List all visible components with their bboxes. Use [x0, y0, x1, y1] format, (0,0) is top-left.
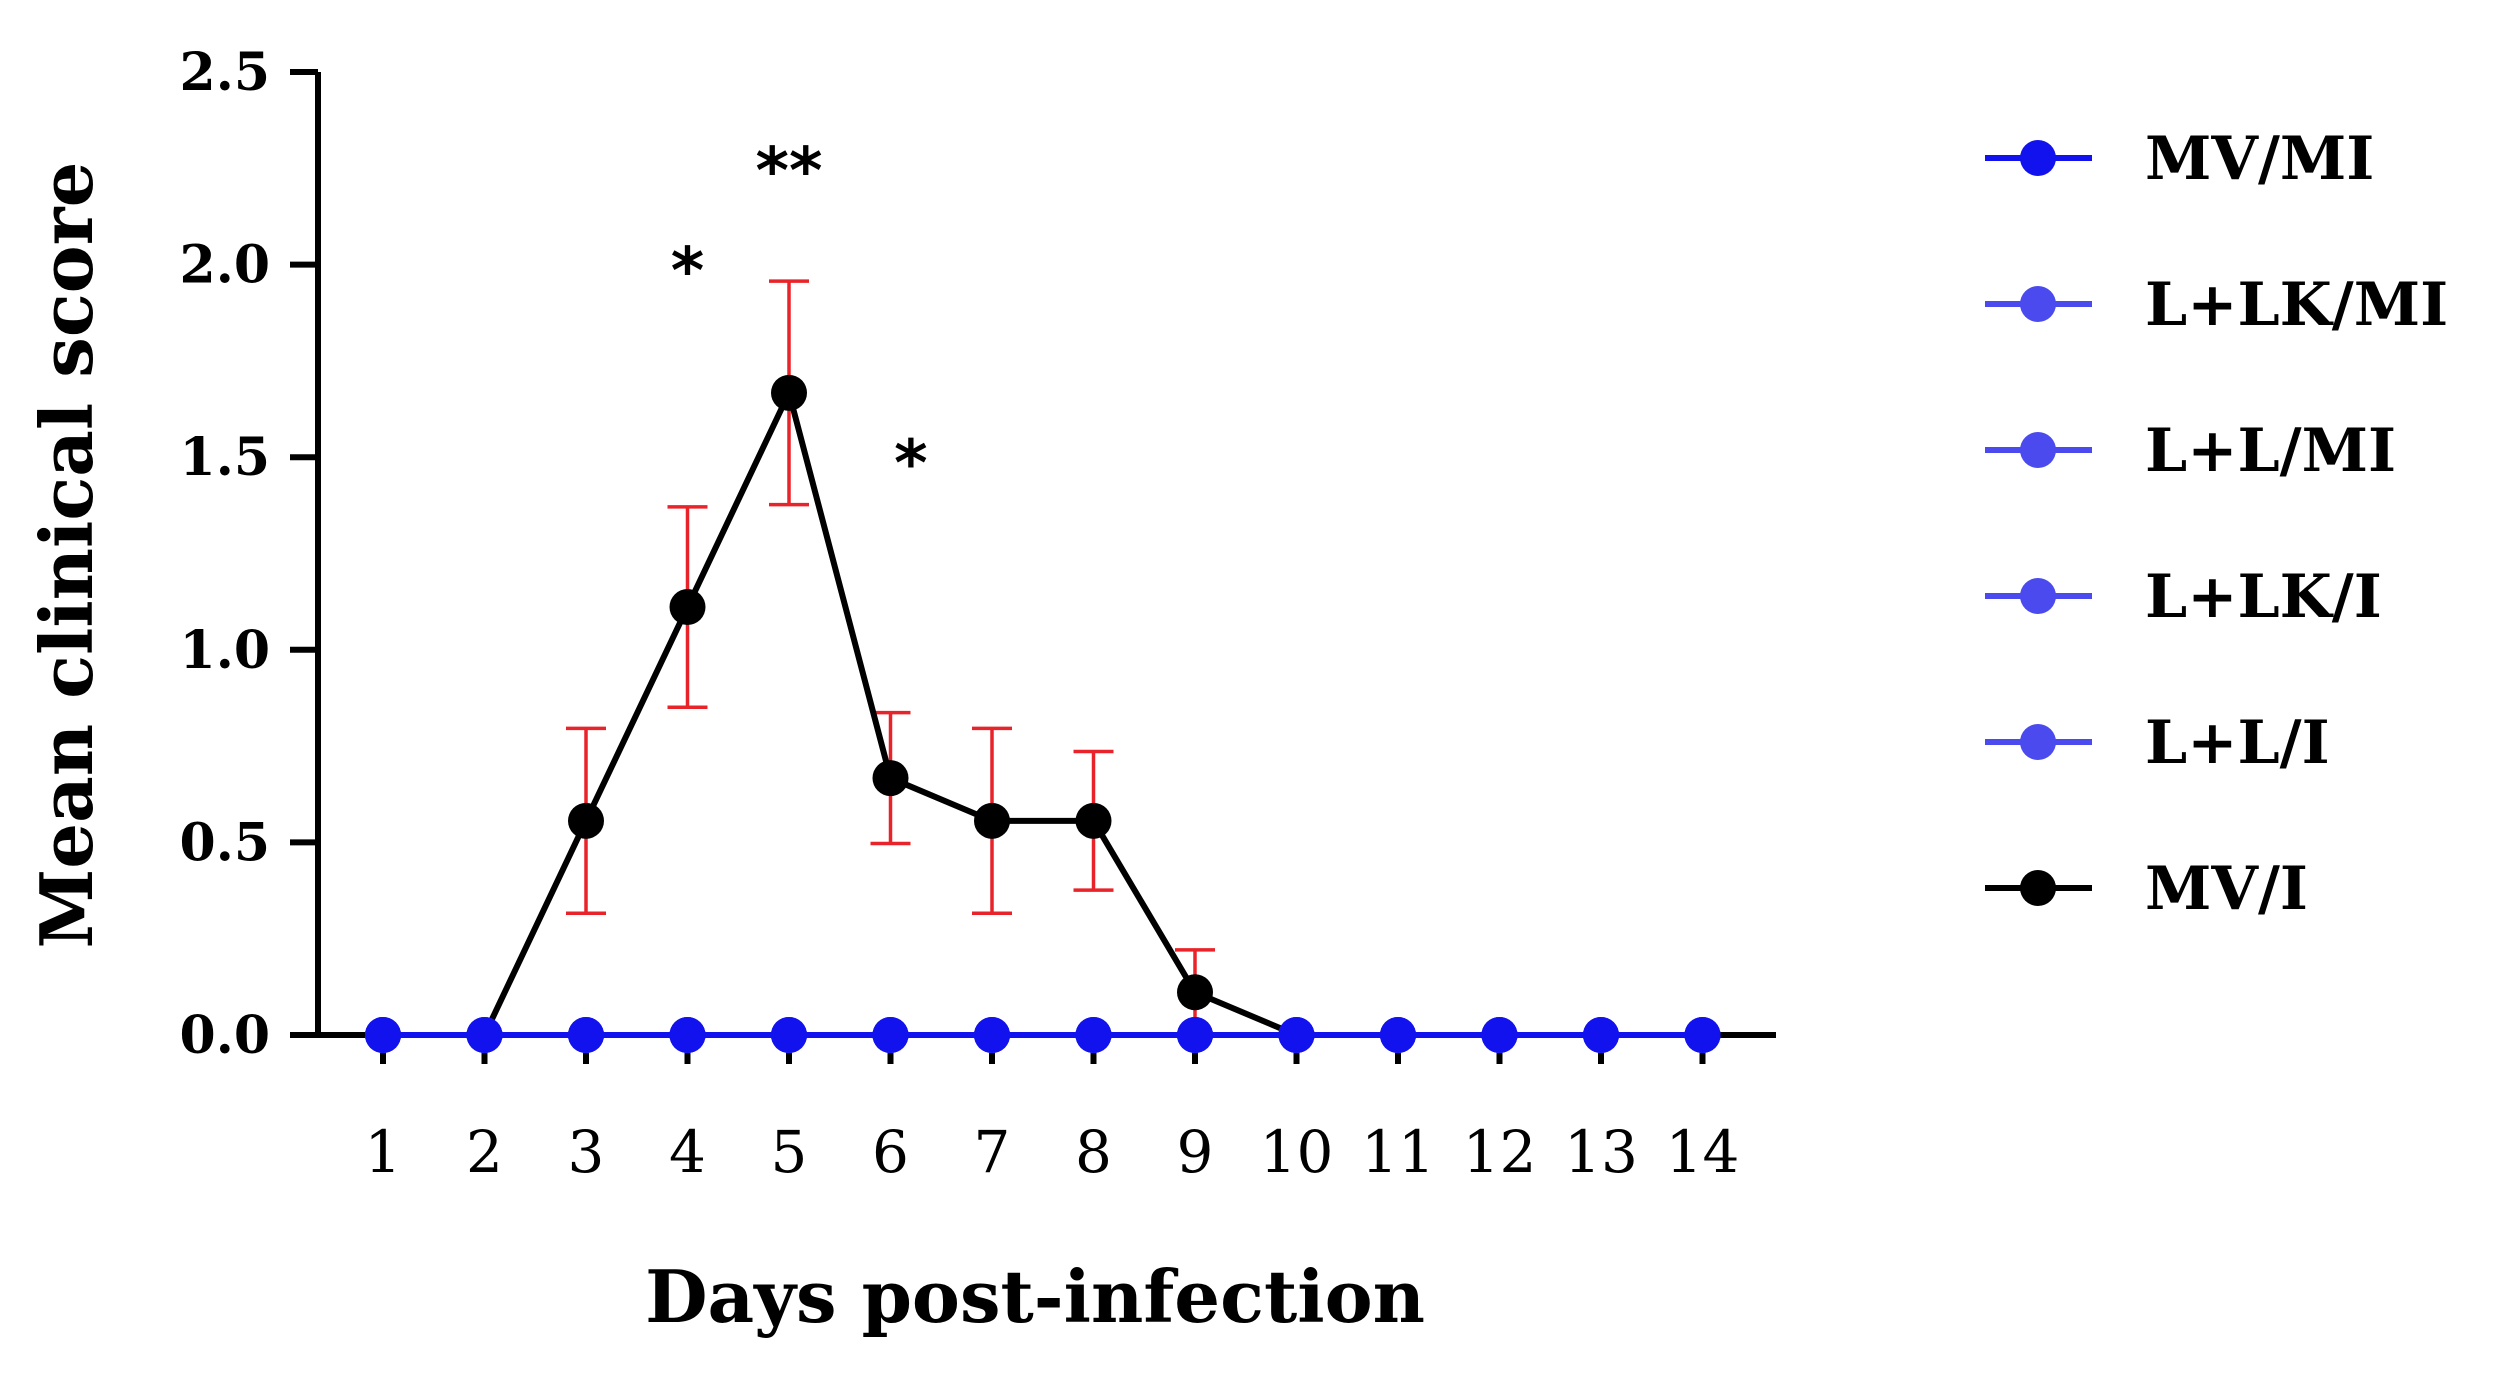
- significance-annotations: ****: [671, 135, 928, 502]
- x-tick-label: 11: [1361, 1118, 1435, 1186]
- legend-swatch-marker: [2020, 286, 2056, 322]
- x-tick-label: 3: [568, 1118, 605, 1186]
- legend-item: MV/I: [1985, 854, 2308, 924]
- significance-marker: **: [756, 135, 823, 209]
- data-point: [974, 1017, 1010, 1053]
- x-tick-label: 7: [974, 1118, 1011, 1186]
- data-point: [466, 1017, 503, 1053]
- x-ticks: 1 2 3 4 5 6 7 8 9 10 11 12 13 14: [365, 1035, 1740, 1186]
- data-point: [568, 802, 604, 839]
- x-tick-label: 2: [466, 1118, 503, 1186]
- legend-item: L+L/I: [1985, 708, 2330, 778]
- data-point: [872, 1017, 909, 1053]
- data-point: [1075, 1017, 1112, 1053]
- y-tick-label: 0.5: [180, 812, 270, 873]
- x-tick-label: 8: [1075, 1118, 1112, 1186]
- y-axis-title: Mean clinical score: [24, 162, 109, 949]
- legend-item: L+LK/MI: [1985, 270, 2448, 340]
- data-point: [1583, 1017, 1619, 1053]
- legend-label: L+LK/MI: [2145, 270, 2448, 340]
- legend-label: L+L/I: [2145, 708, 2330, 778]
- x-tick-label: 12: [1463, 1118, 1537, 1186]
- x-tick-label: 5: [771, 1118, 808, 1186]
- data-point: [1177, 974, 1213, 1011]
- legend-swatch-marker: [2020, 578, 2056, 614]
- legend-item: L+L/MI: [1985, 416, 2396, 486]
- x-tick-label: 14: [1666, 1118, 1740, 1186]
- legend-swatch-marker: [2020, 870, 2056, 906]
- data-point: [669, 589, 706, 626]
- x-tick-label: 4: [669, 1118, 706, 1186]
- x-tick-label: 6: [872, 1118, 909, 1186]
- legend-label: MV/MI: [2145, 124, 2374, 194]
- x-tick-label: 10: [1260, 1118, 1334, 1186]
- legend-item: L+LK/I: [1985, 562, 2382, 632]
- x-tick-label: 9: [1177, 1118, 1214, 1186]
- legend-label: L+L/MI: [2145, 416, 2396, 486]
- series-layer: [365, 279, 1721, 1053]
- series-mv-mi: [365, 1017, 1721, 1053]
- data-point: [669, 1017, 706, 1053]
- data-point: [1177, 1017, 1213, 1053]
- significance-marker: *: [894, 428, 927, 502]
- data-point: [1278, 1017, 1315, 1053]
- x-tick-label: 13: [1564, 1118, 1638, 1186]
- legend-label: MV/I: [2145, 854, 2308, 924]
- y-tick-label: 2.5: [180, 42, 270, 103]
- legend-item: MV/MI: [1985, 124, 2374, 194]
- y-ticks: 0.0 0.5 1.0 1.5 2.0 2.5: [180, 42, 318, 1066]
- legend: MV/MI L+LK/MI L+L/MI L+LK/I L+L/I MV/I: [1985, 124, 2448, 924]
- data-point: [1684, 1017, 1721, 1053]
- data-point: [365, 1017, 401, 1053]
- legend-swatch-marker: [2020, 432, 2056, 468]
- significance-marker: *: [671, 235, 704, 309]
- y-tick-label: 2.0: [180, 235, 270, 296]
- series-line: [383, 389, 1703, 1038]
- data-point: [771, 374, 807, 411]
- legend-swatch-marker: [2020, 724, 2056, 760]
- legend-label: L+LK/I: [2145, 562, 2382, 632]
- chart-axes: [315, 72, 1776, 1038]
- data-point: [1481, 1017, 1518, 1053]
- y-tick-label: 1.5: [180, 427, 270, 488]
- series-mv-i: [383, 279, 1703, 1038]
- data-point: [974, 802, 1010, 839]
- data-point: [872, 760, 909, 797]
- data-point: [771, 1017, 807, 1053]
- x-tick-label: 1: [365, 1118, 402, 1186]
- legend-swatch-marker: [2020, 140, 2056, 176]
- x-axis-title: Days post-infection: [645, 1254, 1425, 1339]
- y-tick-label: 1.0: [180, 620, 270, 681]
- data-point: [1075, 802, 1112, 839]
- y-tick-label: 0.0: [180, 1005, 270, 1066]
- data-point: [1380, 1017, 1416, 1053]
- data-point: [568, 1017, 604, 1053]
